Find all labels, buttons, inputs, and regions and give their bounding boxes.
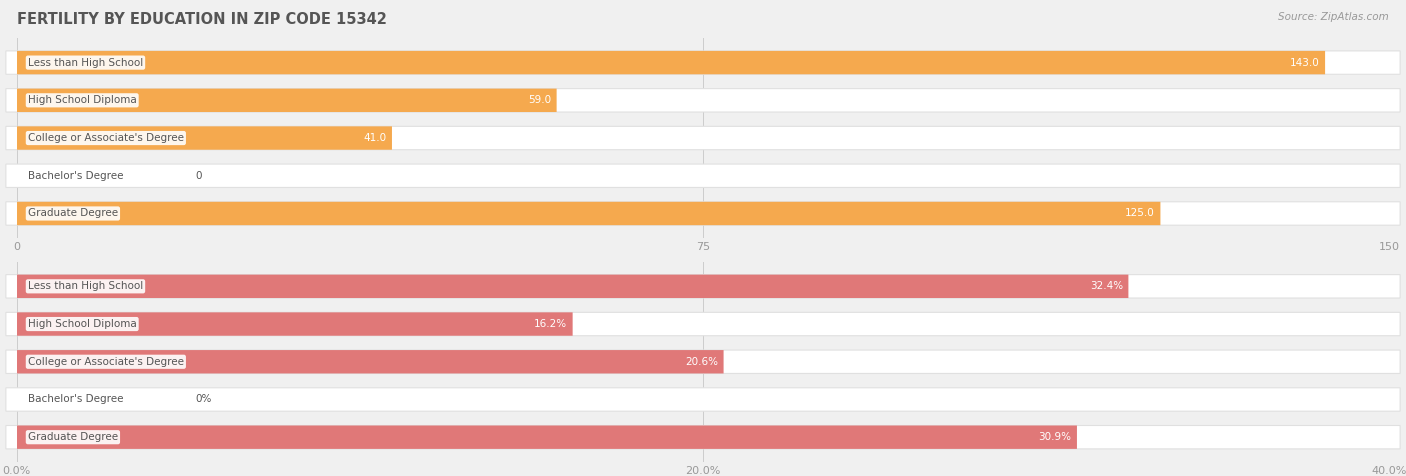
FancyBboxPatch shape bbox=[6, 312, 572, 336]
FancyBboxPatch shape bbox=[6, 51, 1400, 74]
Text: 20.6%: 20.6% bbox=[685, 357, 718, 367]
FancyBboxPatch shape bbox=[6, 202, 1160, 225]
Text: 30.9%: 30.9% bbox=[1039, 432, 1071, 442]
Text: 41.0: 41.0 bbox=[363, 133, 387, 143]
Text: Less than High School: Less than High School bbox=[28, 281, 143, 291]
Text: Bachelor's Degree: Bachelor's Degree bbox=[28, 395, 124, 405]
Text: FERTILITY BY EDUCATION IN ZIP CODE 15342: FERTILITY BY EDUCATION IN ZIP CODE 15342 bbox=[17, 12, 387, 27]
Text: 59.0: 59.0 bbox=[529, 95, 551, 105]
Text: High School Diploma: High School Diploma bbox=[28, 319, 136, 329]
FancyBboxPatch shape bbox=[6, 164, 1400, 188]
Text: 16.2%: 16.2% bbox=[534, 319, 567, 329]
Text: 125.0: 125.0 bbox=[1125, 208, 1154, 218]
FancyBboxPatch shape bbox=[6, 126, 1400, 150]
Text: College or Associate's Degree: College or Associate's Degree bbox=[28, 357, 184, 367]
FancyBboxPatch shape bbox=[6, 312, 1400, 336]
Text: Less than High School: Less than High School bbox=[28, 58, 143, 68]
FancyBboxPatch shape bbox=[6, 51, 1324, 74]
FancyBboxPatch shape bbox=[6, 126, 392, 150]
Text: Graduate Degree: Graduate Degree bbox=[28, 432, 118, 442]
FancyBboxPatch shape bbox=[6, 426, 1400, 449]
Text: 32.4%: 32.4% bbox=[1090, 281, 1123, 291]
FancyBboxPatch shape bbox=[6, 426, 1077, 449]
Text: 0%: 0% bbox=[195, 395, 212, 405]
FancyBboxPatch shape bbox=[6, 89, 557, 112]
FancyBboxPatch shape bbox=[6, 202, 1400, 225]
Text: High School Diploma: High School Diploma bbox=[28, 95, 136, 105]
Text: Bachelor's Degree: Bachelor's Degree bbox=[28, 171, 124, 181]
FancyBboxPatch shape bbox=[6, 275, 1129, 298]
FancyBboxPatch shape bbox=[6, 350, 724, 374]
FancyBboxPatch shape bbox=[6, 89, 1400, 112]
Text: 143.0: 143.0 bbox=[1289, 58, 1320, 68]
FancyBboxPatch shape bbox=[6, 350, 1400, 374]
FancyBboxPatch shape bbox=[6, 388, 1400, 411]
Text: Source: ZipAtlas.com: Source: ZipAtlas.com bbox=[1278, 12, 1389, 22]
Text: College or Associate's Degree: College or Associate's Degree bbox=[28, 133, 184, 143]
Text: Graduate Degree: Graduate Degree bbox=[28, 208, 118, 218]
Text: 0: 0 bbox=[195, 171, 202, 181]
FancyBboxPatch shape bbox=[6, 275, 1400, 298]
